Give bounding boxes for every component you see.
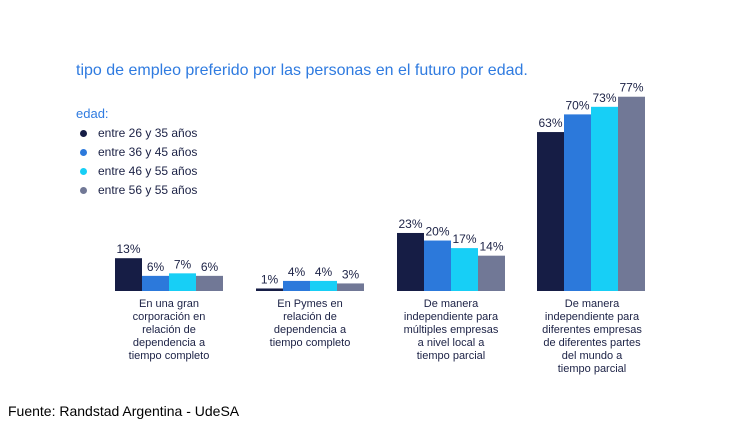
category-label: En una gran corporación en relación de depe… <box>103 298 235 363</box>
data-label: 23% <box>398 217 422 231</box>
category-label: En Pymes en relación de dependencia a tiemp… <box>244 298 376 350</box>
category-label-line: independiente para <box>544 311 640 323</box>
data-label: 13% <box>116 242 140 256</box>
data-label: 73% <box>592 91 616 105</box>
legend-swatch <box>80 186 87 194</box>
category-label-line: De manera <box>564 298 620 310</box>
data-label: 4% <box>288 265 306 279</box>
bar <box>424 240 451 291</box>
legend-swatch <box>80 129 87 137</box>
category-label-line: tiempo parcial <box>416 350 486 362</box>
legend-label: entre 56 y 55 años <box>98 183 198 197</box>
chart-title: tipo de empleo preferido por las persona… <box>76 62 528 79</box>
category-label-line: dependencia a <box>132 337 206 349</box>
data-label: 17% <box>452 232 476 246</box>
bar <box>537 132 564 291</box>
data-label: 63% <box>538 116 562 130</box>
legend-item: entre 36 y 45 años <box>80 145 197 159</box>
category-label-line: En Pymes en <box>277 298 343 310</box>
legend-item: entre 46 y 55 años <box>80 164 197 178</box>
legend-label: entre 46 y 55 años <box>98 164 198 178</box>
category-label-line: tiempo parcial <box>557 363 627 375</box>
bar <box>337 283 364 291</box>
category-label-line: múltiples empresas <box>403 324 499 336</box>
bar <box>591 106 618 291</box>
category-label-line: corporación en <box>132 311 206 323</box>
category-label-line: relación de <box>142 324 196 336</box>
category-label-line: tiempo completo <box>128 350 210 362</box>
data-label: 4% <box>315 265 333 279</box>
legend-item: entre 56 y 55 años <box>80 183 197 197</box>
legend-label: entre 26 y 35 años <box>98 126 198 140</box>
category-label-line: dependencia a <box>273 324 347 336</box>
category-label-line: En una gran <box>139 298 199 310</box>
category-label-line: del mundo a <box>561 350 623 362</box>
bar <box>451 248 478 291</box>
legend-swatch <box>80 148 87 156</box>
data-label: 20% <box>425 225 449 239</box>
category-label-line: De manera <box>423 298 479 310</box>
bar <box>196 275 223 291</box>
bar <box>478 255 505 291</box>
category-label-line: independiente para <box>403 311 499 323</box>
data-label: 70% <box>565 98 589 112</box>
legend-title: edad: <box>76 106 109 121</box>
data-label: 6% <box>201 260 219 274</box>
category-label-line: relación de <box>283 311 337 323</box>
data-label: 7% <box>174 257 192 271</box>
bar <box>169 273 196 291</box>
legend-label: entre 36 y 45 años <box>98 145 198 159</box>
bar <box>397 232 424 291</box>
category-label: De manera independiente para múltiples emp… <box>385 298 517 363</box>
category-label-line: diferentes empresas <box>542 324 642 336</box>
category-label-line: a nivel local a <box>417 337 485 349</box>
category-label-line: de diferentes partes <box>543 337 641 349</box>
legend-swatch <box>80 167 87 175</box>
legend-item: entre 26 y 35 años <box>80 126 197 140</box>
data-label: 14% <box>479 240 503 254</box>
category-label: De manera independiente para diferentes em… <box>526 298 658 376</box>
bar <box>283 280 310 291</box>
data-label: 77% <box>619 81 643 95</box>
bar <box>256 288 283 291</box>
data-label: 3% <box>342 267 360 281</box>
bar <box>115 258 142 291</box>
bar <box>310 280 337 291</box>
category-label-line: tiempo completo <box>269 337 351 349</box>
source-note: Fuente: Randstad Argentina - UdeSA <box>8 403 240 419</box>
bar <box>142 275 169 291</box>
bar <box>618 96 645 291</box>
data-label: 6% <box>147 260 165 274</box>
data-label: 1% <box>261 272 279 286</box>
bar <box>564 114 591 291</box>
